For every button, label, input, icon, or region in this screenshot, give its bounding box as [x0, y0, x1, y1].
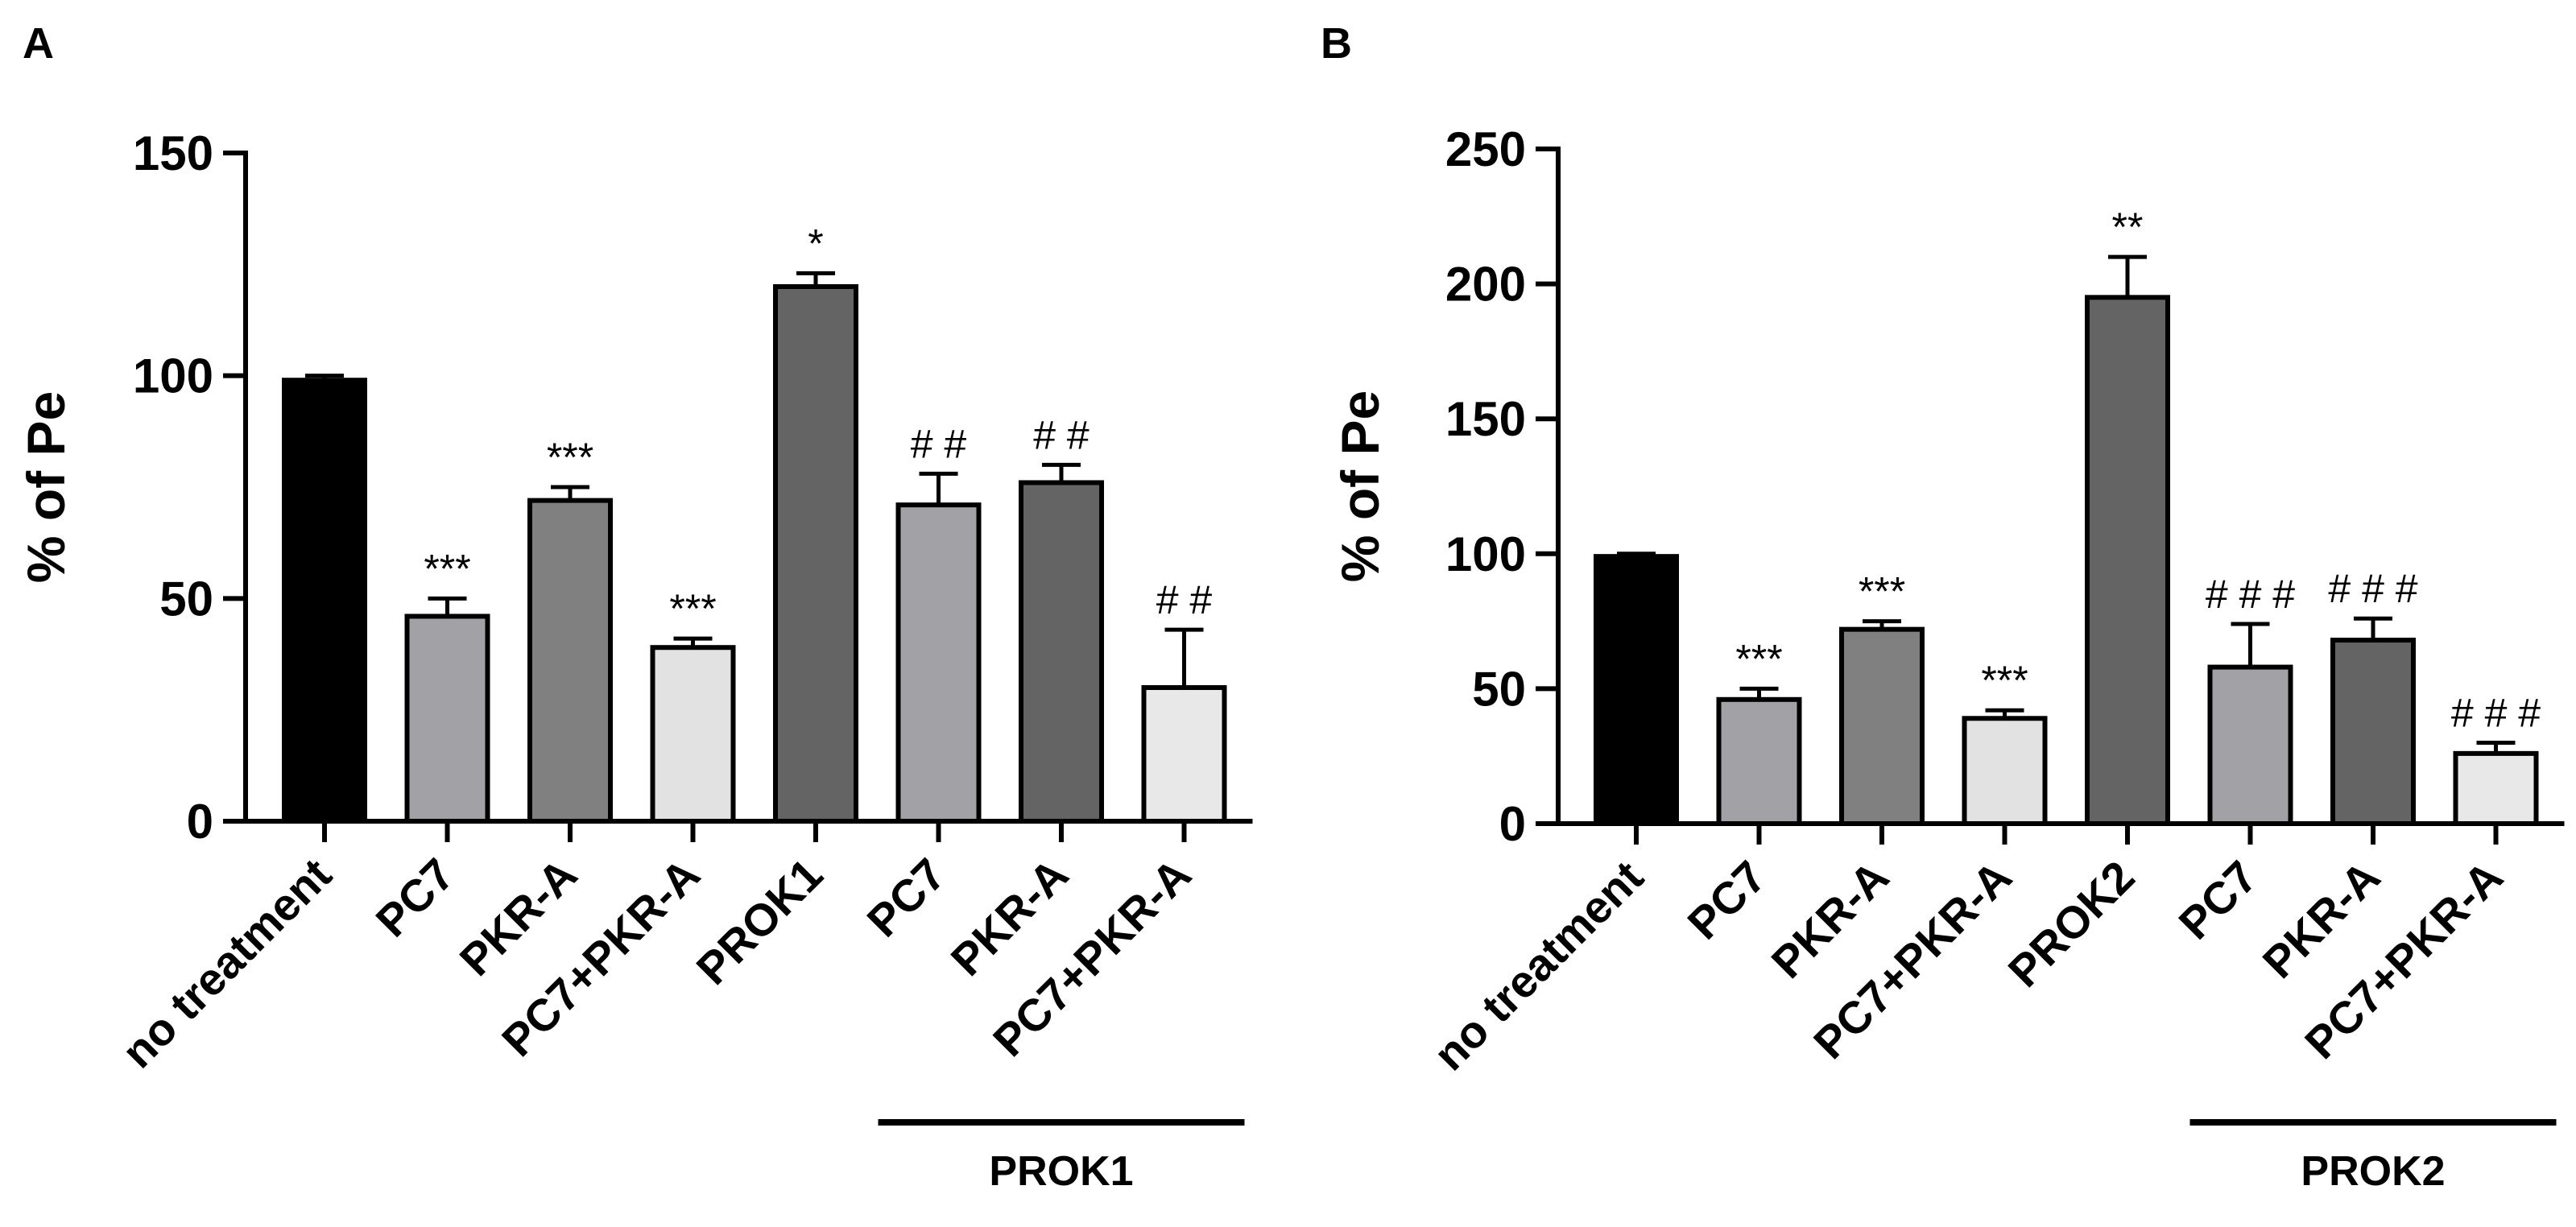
- significance-marker: # #: [911, 421, 967, 466]
- significance-marker: # # #: [2206, 572, 2295, 617]
- group-label: PROK1: [989, 1148, 1133, 1195]
- x-tick-label: PC7: [1677, 851, 1776, 949]
- significance-marker: **: [2112, 204, 2144, 250]
- x-tick-label: PC7: [2169, 851, 2267, 949]
- significance-marker: ***: [1981, 658, 2028, 703]
- significance-marker: # # #: [2451, 690, 2541, 735]
- y-tick-label: 250: [1445, 122, 1526, 176]
- bar: [895, 502, 982, 824]
- significance-marker: *: [808, 221, 823, 266]
- chart-panel-b: B % of Pe 0 50 100 150 200 250 no treatment *** PC…: [1321, 19, 2565, 1195]
- x-tick-label: no treatment: [112, 849, 341, 1077]
- bar: [1839, 626, 1925, 826]
- bar: [650, 645, 736, 824]
- bar: [2330, 638, 2416, 827]
- x-tick-label: PROK1: [687, 849, 833, 994]
- bar: [1019, 480, 1104, 824]
- bar: [1141, 685, 1227, 824]
- significance-marker: # #: [1033, 412, 1090, 457]
- y-tick-label: 150: [133, 126, 213, 180]
- significance-marker: ***: [669, 586, 716, 631]
- significance-marker: # # #: [2328, 566, 2417, 611]
- group-label: PROK2: [2301, 1148, 2445, 1195]
- y-tick-label: 50: [1472, 662, 1526, 716]
- y-tick-label: 150: [1445, 392, 1526, 446]
- significance-marker: # #: [1156, 577, 1213, 622]
- y-tick-label: 200: [1445, 258, 1526, 312]
- x-tick-label: PC7: [857, 849, 955, 947]
- bar: [527, 498, 613, 824]
- y-axis-label: % of Pe: [16, 391, 76, 583]
- significance-marker: ***: [1735, 636, 1782, 681]
- y-tick-label: 100: [133, 349, 213, 403]
- bar: [404, 614, 490, 824]
- panel-letter: A: [23, 19, 54, 68]
- y-tick-label: 100: [1445, 527, 1526, 581]
- significance-marker: ***: [547, 435, 593, 480]
- bar: [1962, 716, 2048, 826]
- y-tick-label: 0: [187, 795, 213, 849]
- y-axis-label: % of Pe: [1330, 390, 1390, 582]
- bar: [773, 284, 858, 824]
- x-tick-label: PC7: [366, 849, 464, 947]
- y-tick-label: 50: [159, 572, 213, 626]
- significance-marker: ***: [1859, 569, 1905, 614]
- x-tick-label: no treatment: [1424, 851, 1652, 1080]
- bar: [2085, 295, 2170, 826]
- bar: [1594, 554, 1679, 826]
- x-tick-label: PROK2: [1999, 851, 2144, 997]
- bar: [1716, 696, 1802, 826]
- bar: [282, 378, 367, 824]
- bar: [2453, 750, 2539, 827]
- significance-marker: ***: [424, 546, 470, 591]
- panel-letter: B: [1321, 19, 1352, 68]
- bar: [2207, 664, 2293, 826]
- y-tick-label: 0: [1499, 797, 1526, 851]
